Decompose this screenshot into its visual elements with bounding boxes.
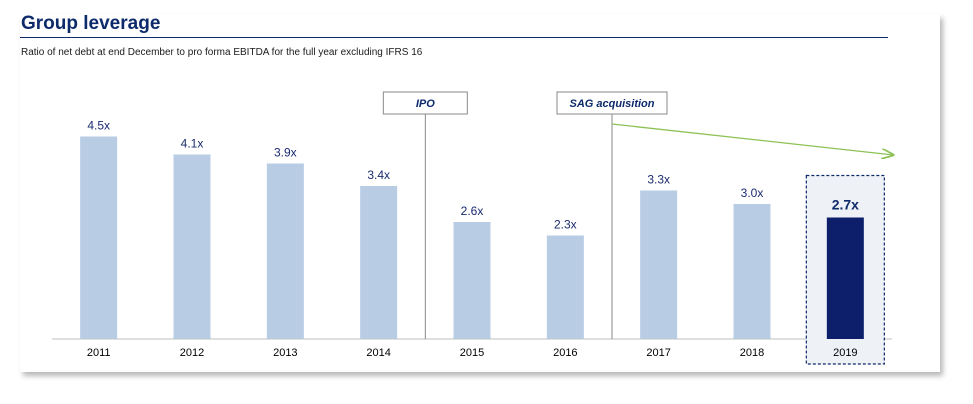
- title-divider: [20, 37, 888, 38]
- x-tick-label-2015: 2015: [460, 347, 484, 359]
- x-tick-label-2012: 2012: [180, 347, 204, 359]
- bar-2019: [826, 217, 864, 339]
- x-tick-label-2018: 2018: [740, 347, 764, 359]
- trend-arrow: [611, 123, 893, 155]
- x-tick-label-2017: 2017: [646, 347, 670, 359]
- bar-2014: [360, 186, 398, 339]
- bar-2012: [173, 154, 211, 339]
- data-label-2012: 4.1x: [181, 137, 204, 151]
- bar-2011: [80, 136, 118, 339]
- bar-2016: [546, 235, 584, 339]
- bar-2018: [733, 204, 771, 339]
- x-tick-label-2014: 2014: [366, 347, 390, 359]
- data-label-2011: 4.5x: [87, 119, 110, 133]
- bar-2017: [640, 190, 678, 339]
- chart-title: Group leverage: [21, 13, 161, 34]
- x-tick-label-2019: 2019: [833, 347, 857, 359]
- data-label-2013: 3.9x: [274, 146, 297, 160]
- x-tick-label-2016: 2016: [553, 347, 577, 359]
- bar-2015: [453, 222, 491, 339]
- annotation-box-1: [556, 91, 668, 115]
- annotation-label-1: SAG acquisition: [570, 98, 655, 110]
- data-label-2015: 2.6x: [461, 204, 484, 218]
- bar-2013: [266, 163, 304, 339]
- data-label-2016: 2.3x: [554, 218, 577, 232]
- data-label-2019: 2.7x: [832, 197, 859, 213]
- data-label-2017: 3.3x: [647, 173, 670, 187]
- x-tick-label-2013: 2013: [273, 347, 297, 359]
- x-tick-label-2011: 2011: [87, 347, 111, 359]
- data-label-2018: 3.0x: [741, 186, 764, 200]
- annotation-label-0: IPO: [416, 98, 435, 110]
- annotation-box-0: [382, 91, 468, 115]
- chart-subtitle: Ratio of net debt at end December to pro…: [21, 47, 423, 58]
- data-label-2014: 3.4x: [367, 168, 390, 182]
